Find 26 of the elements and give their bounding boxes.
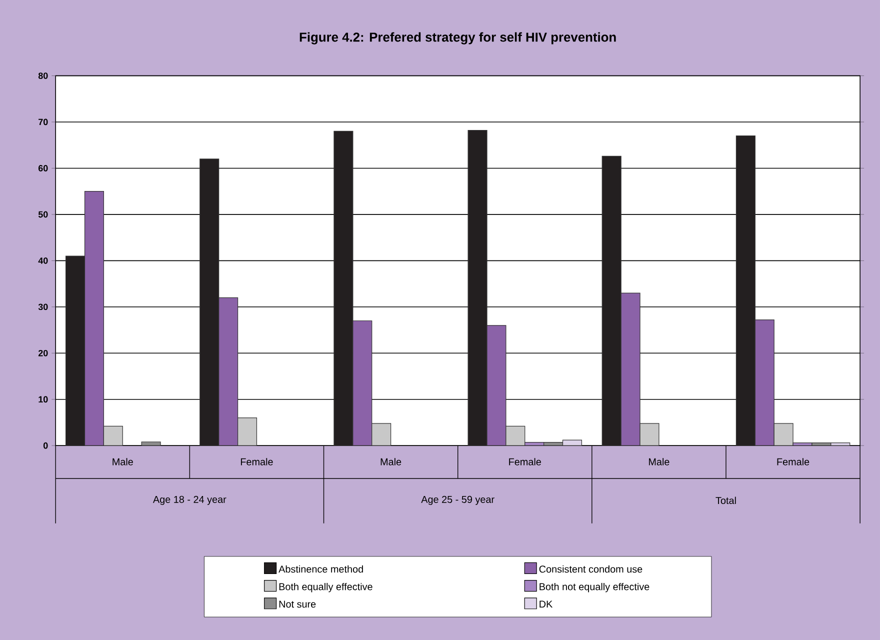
y-tick-label: 80 (38, 72, 48, 79)
y-tick-label: 50 (38, 211, 48, 218)
y-tick-label: 30 (38, 304, 48, 310)
y-tick-label: 60 (38, 165, 48, 172)
legend-label: Both equally effective (279, 582, 372, 592)
text: Age 18 - 24 year (152, 496, 226, 505)
x-tick-label: Female (240, 458, 273, 466)
y-tick-label: 40 (38, 258, 48, 264)
y-tick-label: 0 (43, 442, 48, 449)
legend-label: Both not equally effective (540, 582, 650, 592)
y-tick-label: 10 (38, 396, 48, 403)
y-tick-label: 70 (38, 118, 48, 126)
x-tick-label: Male (648, 458, 670, 466)
chart-title: Figure 4.2: Prefered strategy for self HIV prevention (300, 32, 616, 44)
bar (141, 442, 161, 446)
x-tick-label: Female (777, 458, 810, 466)
x-tick-label: Male (380, 458, 402, 466)
legend-label: Consistent condom use (539, 565, 642, 573)
x-tick-label: Male (112, 458, 133, 466)
legend-label: Not sure (279, 600, 316, 608)
text: Age 25 - 59 year (421, 496, 494, 505)
y-tick-label: 20 (38, 350, 48, 356)
legend-label: DK (540, 600, 553, 608)
legend-label: Abstinence method (278, 565, 363, 573)
text: Total (716, 496, 736, 504)
x-tick-label: Female (509, 458, 541, 466)
